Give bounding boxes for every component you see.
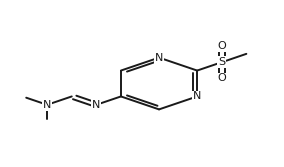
- Text: O: O: [217, 73, 226, 83]
- Text: S: S: [218, 57, 225, 67]
- Text: N: N: [92, 100, 101, 110]
- Text: N: N: [193, 92, 201, 101]
- Text: O: O: [217, 41, 226, 51]
- Text: N: N: [155, 53, 163, 63]
- Text: N: N: [43, 100, 51, 110]
